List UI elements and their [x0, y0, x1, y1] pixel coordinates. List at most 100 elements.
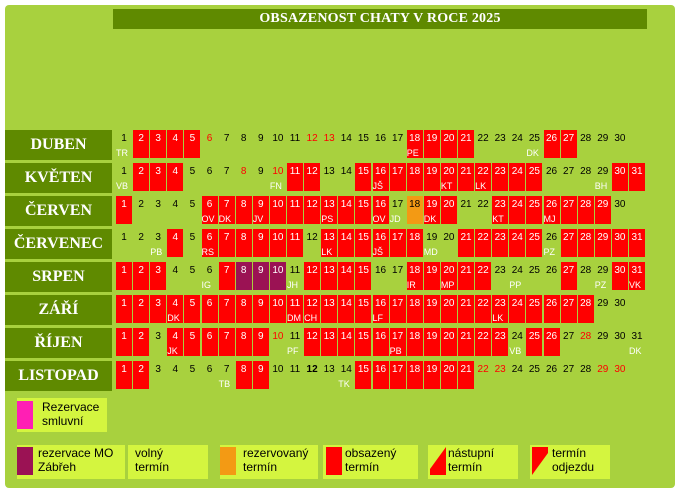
guest-code: KT [440, 181, 453, 191]
day-number: 22 [477, 298, 489, 309]
day-cell: 2 [133, 361, 150, 389]
day-number: 3 [155, 232, 161, 243]
day-number: 22 [477, 133, 489, 144]
day-fill [492, 196, 509, 224]
day-number: 19 [426, 166, 438, 177]
day-number: 20 [443, 364, 455, 375]
day-number: 10 [272, 133, 284, 144]
day-number: 13 [323, 133, 335, 144]
day-cell: 30 [612, 361, 628, 389]
day-cell: 22 [475, 130, 491, 158]
day-number: 4 [172, 232, 179, 243]
day-cell: 23 [492, 163, 509, 191]
day-number: 10 [272, 199, 284, 210]
day-fill [475, 262, 492, 290]
day-number: 7 [223, 331, 230, 342]
day-fill [218, 196, 235, 224]
day-cell: 4 DK [167, 295, 184, 323]
day-number: 4 [172, 199, 179, 210]
day-cell: 17 [389, 229, 406, 257]
day-cell: 17 [389, 295, 406, 323]
day-cell: 15 [355, 130, 371, 158]
day-fill [355, 361, 372, 389]
day-cell: 27 [561, 361, 577, 389]
day-number: 3 [155, 199, 161, 210]
day-fill [423, 130, 440, 158]
day-cell: 16 JŠ [372, 163, 389, 191]
day-fill [543, 130, 560, 158]
day-number: 12 [306, 232, 318, 243]
day-fill [440, 295, 457, 323]
day-number: 6 [206, 166, 213, 177]
day-number: 23 [494, 166, 506, 177]
day-number: 11 [289, 133, 301, 144]
day-number: 18 [409, 166, 421, 177]
day-cell: 19 [423, 130, 440, 158]
day-cell: 11 [287, 163, 303, 191]
day-number: 4 [172, 298, 179, 309]
day-cell: 14 [338, 130, 354, 158]
day-number: 22 [477, 166, 489, 177]
day-number: 16 [374, 232, 387, 243]
day-fill [629, 229, 645, 257]
day-cell: 1 [116, 295, 132, 323]
legend-rezervovany-swatch [220, 447, 236, 475]
day-number: 10 [272, 364, 284, 375]
day-cell: 8 [235, 295, 252, 323]
day-cell: 16 [373, 262, 389, 290]
day-cell: 10 FN [270, 163, 286, 191]
day-fill [492, 229, 509, 257]
day-cell: 3 [150, 163, 167, 191]
day-number: 29 [597, 298, 609, 309]
day-number: 13 [323, 364, 335, 375]
day-cell: 9 [252, 328, 269, 356]
day-cell: 27 [561, 328, 577, 356]
day-cell: 20 [440, 196, 457, 224]
day-number: 1 [121, 331, 127, 342]
day-fill [560, 262, 577, 290]
day-number: 12 [306, 265, 318, 276]
day-number: 3 [155, 265, 161, 276]
day-number: 27 [563, 331, 575, 342]
day-cell: 15 [355, 295, 372, 323]
day-cell: 14 [338, 163, 354, 191]
day-fill [475, 328, 492, 356]
day-cell: 22 [475, 328, 492, 356]
day-number: 15 [357, 265, 369, 276]
day-fill [372, 361, 389, 389]
day-cell: 15 [355, 196, 372, 224]
day-number: 31 [631, 265, 643, 276]
day-cell: 26 [544, 163, 560, 191]
legend-mo-label: rezervace MO Zábřeh [38, 446, 114, 474]
day-number: 20 [443, 265, 455, 276]
day-number: 14 [340, 232, 352, 243]
day-cell: 27 [560, 130, 577, 158]
day-fill [235, 295, 252, 323]
day-number: 26 [545, 199, 558, 210]
day-fill [133, 130, 150, 158]
day-number: 14 [340, 199, 352, 210]
guest-code: TB [218, 379, 231, 389]
month-label-7: LISTOPAD [5, 361, 112, 391]
day-number: 10 [272, 298, 284, 309]
day-fill [406, 229, 423, 257]
day-number: 20 [443, 331, 455, 342]
day-number: 7 [223, 364, 230, 375]
day-cell: 12 [304, 361, 320, 389]
day-cell: 21 [458, 130, 474, 158]
day-number: 24 [511, 166, 523, 177]
day-fill [116, 262, 132, 290]
day-fill [577, 229, 594, 257]
day-cell: 18 PE [406, 130, 423, 158]
day-number: 21 [460, 199, 472, 210]
day-number: 13 [323, 331, 335, 342]
day-number: 11 [289, 232, 301, 243]
day-cell: 23 [492, 262, 508, 290]
day-number: 4 [172, 166, 179, 177]
legend-smluvni-swatch [17, 401, 33, 429]
day-fill [304, 196, 321, 224]
day-fill [167, 328, 184, 356]
day-cell: 19 [423, 328, 440, 356]
guest-code: MJ [543, 214, 556, 224]
guest-code: LK [475, 181, 487, 191]
